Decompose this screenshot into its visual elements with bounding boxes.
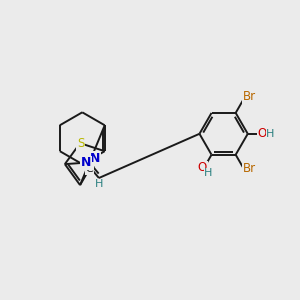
Text: H: H — [95, 179, 104, 190]
Text: N: N — [81, 156, 91, 169]
Text: H: H — [266, 129, 275, 139]
Text: C: C — [85, 164, 93, 174]
Text: O: O — [198, 161, 207, 175]
Text: S: S — [77, 137, 84, 150]
Text: N: N — [90, 152, 100, 165]
Text: O: O — [258, 127, 267, 140]
Text: Br: Br — [242, 162, 256, 175]
Text: H: H — [204, 168, 212, 178]
Text: Br: Br — [242, 90, 256, 103]
